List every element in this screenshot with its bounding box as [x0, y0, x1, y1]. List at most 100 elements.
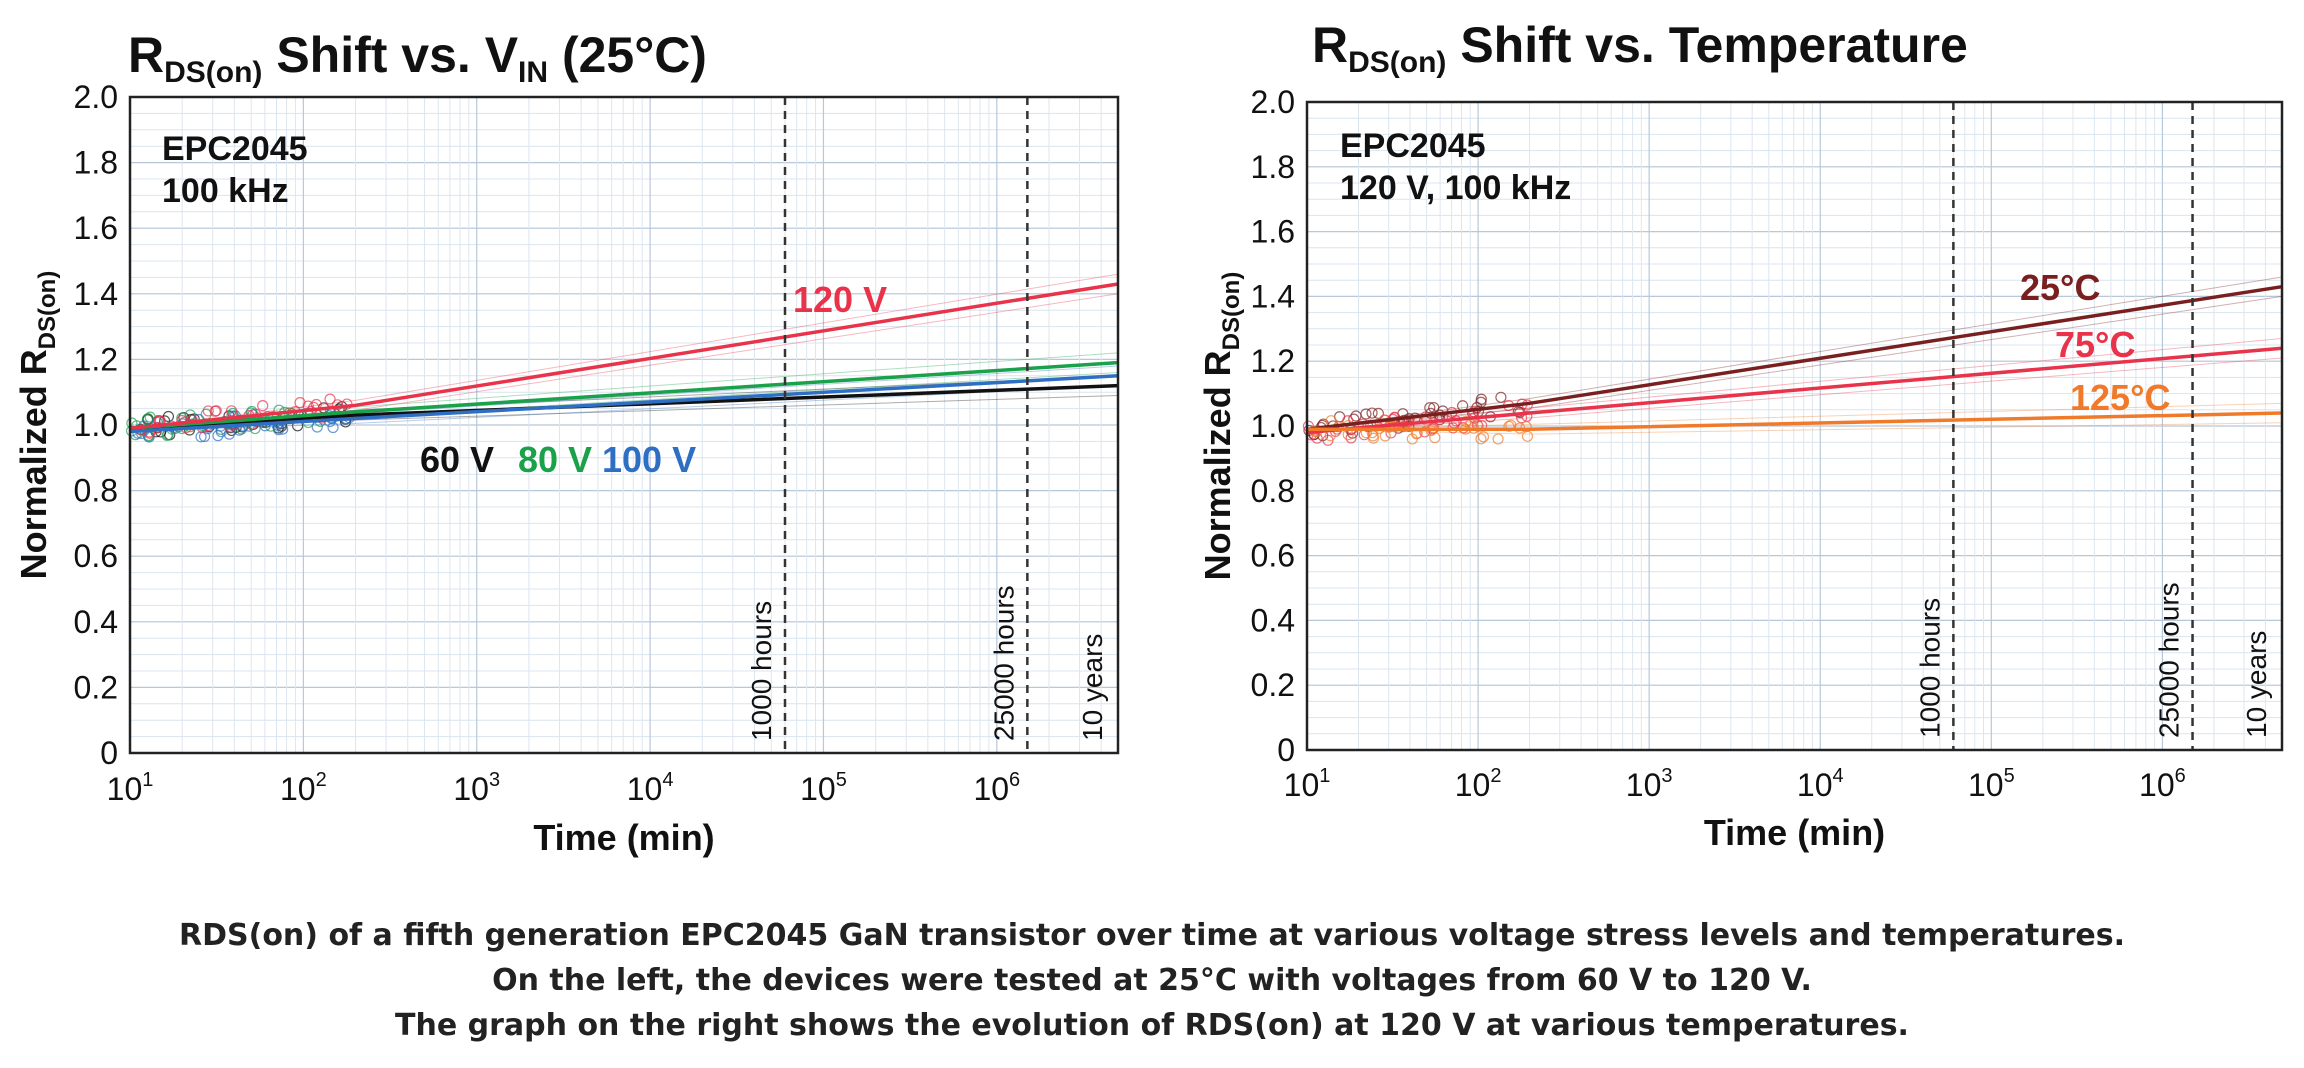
x-tick-exponent: 6 — [2175, 765, 2186, 787]
x-tick-base: 10 — [1968, 767, 2004, 803]
y-tick-label: 2.0 — [1251, 84, 1295, 120]
x-tick-label: 102 — [280, 769, 327, 807]
x-tick-base: 10 — [627, 771, 663, 807]
series-line-120-v — [129, 282, 1119, 431]
chart-title-main: R — [1312, 17, 1348, 73]
measurement-point — [257, 400, 269, 412]
measurement-point — [1492, 433, 1504, 445]
y-axis-label: Normalized RDS(on) — [1197, 272, 1245, 581]
x-tick-exponent: 4 — [662, 769, 673, 791]
measurement-point — [209, 405, 221, 417]
series-label: 25°C — [2020, 267, 2100, 308]
x-tick-base: 10 — [1455, 767, 1491, 803]
measurement-point — [1477, 431, 1490, 443]
caption-line-2: On the left, the devices were tested at … — [492, 963, 1812, 998]
measurement-point — [1495, 391, 1507, 403]
x-tick-label: 101 — [1284, 765, 1331, 803]
y-tick-label: 1.4 — [74, 276, 118, 312]
plot-frame — [128, 95, 1120, 755]
x-tick-base: 10 — [1797, 767, 1833, 803]
x-tick-label: 106 — [2139, 765, 2186, 803]
chart-title-end: (25°C) — [548, 27, 707, 83]
measurement-point — [212, 430, 224, 442]
series-line-75-c — [1306, 346, 2283, 435]
marker-label: 10 years — [1077, 634, 1108, 741]
measurement-point — [324, 393, 336, 405]
x-tick-exponent: 4 — [1832, 765, 1843, 787]
series-line-25-c — [1306, 284, 2283, 431]
chart-title-subscript: DS(on) — [164, 56, 262, 89]
chart-title-main: R — [128, 27, 164, 83]
x-tick-exponent: 5 — [836, 769, 847, 791]
y-axis-label-main: Normalized R — [1197, 350, 1238, 580]
y-tick-label: 0.8 — [74, 473, 118, 509]
y-axis-label-subscript: DS(on) — [34, 271, 61, 350]
y-tick-label: 0 — [1277, 732, 1295, 768]
x-tick-label: 104 — [1797, 765, 1844, 803]
measurement-point — [225, 405, 238, 417]
y-tick-label: 1.8 — [1251, 149, 1295, 185]
x-tick-exponent: 6 — [1009, 769, 1020, 791]
x-tick-base: 10 — [973, 771, 1009, 807]
x-tick-label: 103 — [1626, 765, 1673, 803]
plot-frame — [1305, 100, 2284, 752]
y-tick-label: 0.2 — [1251, 667, 1295, 703]
y-tick-label: 0.8 — [1251, 473, 1295, 509]
measurement-point — [1520, 421, 1532, 433]
y-tick-label: 0.6 — [74, 538, 118, 574]
measurement-point — [1419, 426, 1431, 438]
x-tick-exponent: 5 — [2004, 765, 2015, 787]
measurement-point — [273, 424, 285, 436]
measurement-point — [1424, 402, 1436, 414]
x-tick-label: 103 — [453, 769, 500, 807]
annotation-device: EPC2045 — [162, 130, 308, 168]
x-tick-base: 10 — [2139, 767, 2175, 803]
measurement-point — [1360, 408, 1372, 420]
caption-line-3: The graph on the right shows the evoluti… — [395, 1008, 1909, 1043]
x-tick-base: 10 — [1284, 767, 1320, 803]
y-tick-label: 0.2 — [74, 669, 118, 705]
measurement-point — [1472, 420, 1484, 433]
chart-title: RDS(on) Shift vs. VIN (25°C) — [128, 27, 707, 89]
marker-label: 1000 hours — [746, 601, 777, 741]
measurement-point — [327, 421, 339, 434]
chart-title-subscript-2: IN — [518, 56, 548, 89]
marker-label: 25000 hours — [2154, 582, 2185, 738]
y-tick-label: 1.6 — [74, 210, 118, 246]
figure: 1000 hours 25000 hours 10 years 0 0.2 0.4 0.6 0… — [13, 17, 2284, 858]
y-tick-label: 0.4 — [74, 604, 118, 640]
x-tick-label: 101 — [107, 769, 154, 807]
x-tick-exponent: 3 — [1661, 765, 1672, 787]
chart-title: RDS(on) Shift vs. Temperature — [1312, 17, 1968, 79]
measurement-point — [1437, 405, 1449, 417]
y-tick-label: 1.2 — [1251, 343, 1295, 379]
marker-label: 1000 hours — [1914, 598, 1945, 738]
y-tick-label: 1.6 — [1251, 214, 1295, 250]
chart-title-subscript: DS(on) — [1348, 46, 1446, 79]
x-tick-exponent: 1 — [1319, 765, 1330, 787]
chart-title-rest: Shift vs. Temperature — [1446, 17, 1967, 73]
y-tick-label: 0.6 — [1251, 538, 1295, 574]
x-tick-exponent: 3 — [489, 769, 500, 791]
marker-label: 25000 hours — [988, 585, 1019, 741]
measurement-point — [1345, 432, 1357, 444]
measurement-point — [331, 399, 344, 411]
x-tick-label: 104 — [627, 769, 674, 807]
y-tick-label: 1.4 — [1251, 278, 1295, 314]
annotation-conditions: 100 kHz — [162, 172, 289, 210]
y-tick-label: 1.8 — [74, 145, 118, 181]
x-tick-label: 102 — [1455, 765, 1502, 803]
y-tick-label: 1.0 — [74, 407, 118, 443]
measurement-point — [202, 405, 214, 417]
y-axis-label-main: Normalized R — [13, 349, 54, 579]
marker-label: 10 years — [2241, 631, 2272, 738]
y-tick-label: 2.0 — [74, 79, 118, 115]
measurement-point — [1366, 407, 1378, 419]
y-tick-label: 0 — [100, 735, 118, 771]
x-tick-base: 10 — [1626, 767, 1662, 803]
annotation-conditions: 120 V, 100 kHz — [1340, 169, 1571, 207]
y-axis-label: Normalized RDS(on) — [13, 271, 61, 580]
x-tick-label: 105 — [800, 769, 847, 807]
chart-right-rdson-vs-temperature: 1000 hours 25000 hours 10 years 0 0.2 0.4 0.6 0… — [1197, 17, 2284, 853]
x-tick-label: 106 — [973, 769, 1020, 807]
